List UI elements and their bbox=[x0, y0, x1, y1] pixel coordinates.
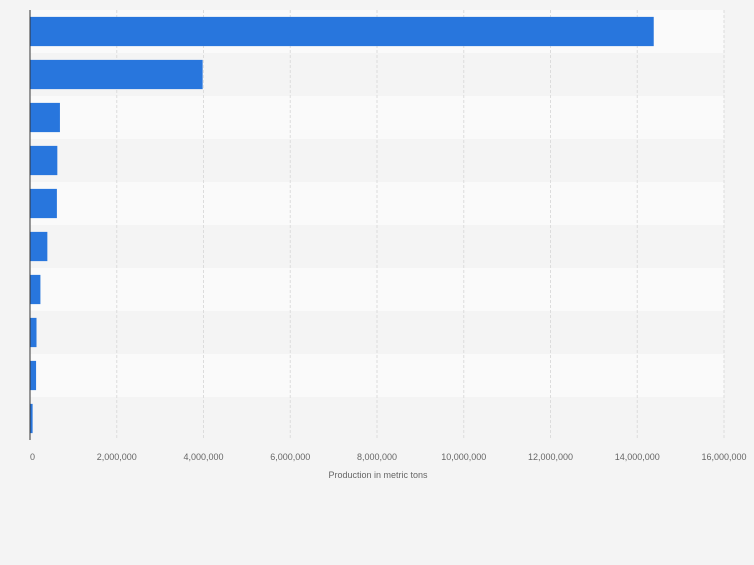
bar[interactable] bbox=[30, 274, 41, 305]
bar[interactable] bbox=[30, 403, 33, 434]
x-tick-label: 2,000,000 bbox=[97, 452, 137, 462]
x-tick-label: 4,000,000 bbox=[183, 452, 223, 462]
bar[interactable] bbox=[30, 145, 58, 176]
x-tick-label: 16,000,000 bbox=[701, 452, 746, 462]
row-band bbox=[30, 397, 724, 440]
x-tick-label: 12,000,000 bbox=[528, 452, 573, 462]
x-tick-label: 6,000,000 bbox=[270, 452, 310, 462]
x-axis-label: Production in metric tons bbox=[328, 470, 428, 480]
x-tick-label: 14,000,000 bbox=[615, 452, 660, 462]
row-band bbox=[30, 268, 724, 311]
x-tick-labels: 0 2,000,000 4,000,000 6,000,000 8,000,000 10,… bbox=[30, 452, 747, 462]
bar[interactable] bbox=[30, 16, 654, 47]
row-band bbox=[30, 182, 724, 225]
x-tick-label: 8,000,000 bbox=[357, 452, 397, 462]
bar[interactable] bbox=[30, 360, 37, 391]
bar[interactable] bbox=[30, 231, 48, 262]
bar[interactable] bbox=[30, 188, 57, 219]
bar[interactable] bbox=[30, 317, 37, 348]
x-tick-label: 10,000,000 bbox=[441, 452, 486, 462]
bar[interactable] bbox=[30, 102, 60, 133]
bars bbox=[30, 16, 654, 434]
bar[interactable] bbox=[30, 59, 203, 90]
x-tick-label: 0 bbox=[30, 452, 35, 462]
